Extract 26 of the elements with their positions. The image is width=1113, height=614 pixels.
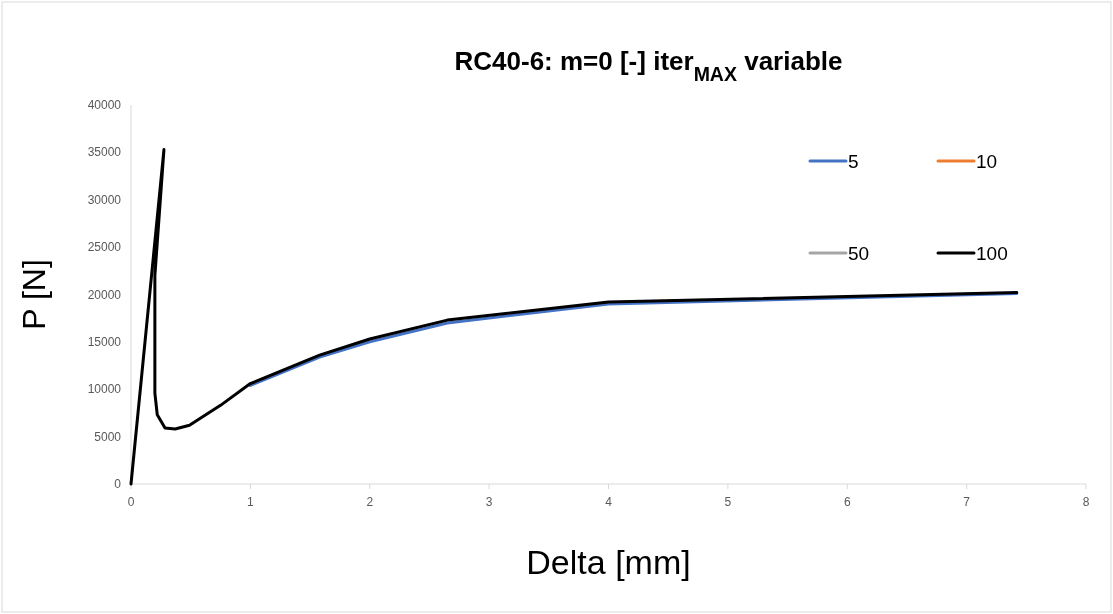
- x-tick-label: 6: [843, 495, 851, 509]
- x-tick-label: 7: [963, 495, 971, 509]
- y-tick-label: 10000: [87, 382, 122, 397]
- x-tick-label: 1: [247, 495, 255, 509]
- x-axis-title: Delta [mm]: [526, 543, 691, 581]
- legend-label: 100: [976, 243, 1008, 264]
- y-tick-label: 30000: [87, 192, 122, 207]
- legend-label: 10: [976, 151, 998, 172]
- y-tick-label: 0: [114, 477, 122, 491]
- legend-label: 50: [848, 243, 870, 264]
- legend-label: 5: [848, 151, 859, 172]
- y-tick-label: 15000: [87, 334, 122, 349]
- x-tick-label: 0: [127, 495, 135, 509]
- x-tick-label: 2: [366, 495, 374, 509]
- line-series: [129, 148, 1019, 486]
- x-tick-label: 4: [605, 495, 613, 509]
- x-tick-label: 8: [1082, 495, 1090, 509]
- y-tick-label: 35000: [87, 145, 122, 160]
- y-tick-label: 40000: [87, 98, 122, 112]
- y-tick-label: 25000: [87, 240, 122, 255]
- y-axis-title: P [N]: [16, 259, 52, 330]
- x-tick-label: 5: [724, 495, 732, 509]
- chart-title: RC40-6: m=0 [-] iter$_{MAX}$ variable: [454, 46, 843, 85]
- x-tick-label: 3: [485, 495, 493, 509]
- y-tick-label: 20000: [87, 287, 122, 302]
- y-tick-label: 5000: [94, 429, 122, 444]
